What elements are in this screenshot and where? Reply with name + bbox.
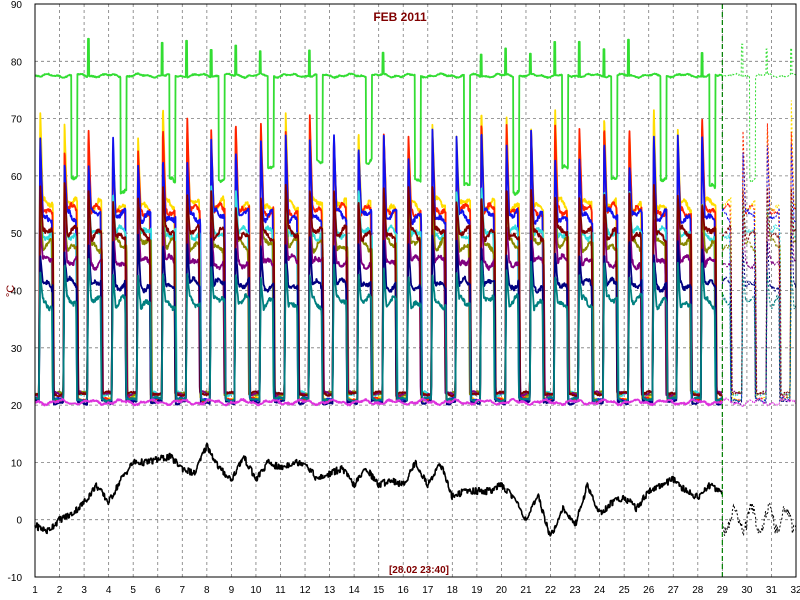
x-tick-label: 5 bbox=[130, 585, 136, 596]
x-tick-label: 30 bbox=[741, 585, 753, 596]
series-line bbox=[34, 182, 723, 398]
x-tick-label: 18 bbox=[447, 585, 459, 596]
forecast-line bbox=[721, 271, 797, 403]
x-tick-label: 25 bbox=[619, 585, 631, 596]
x-tick-label: 28 bbox=[692, 585, 704, 596]
x-tick-label: 21 bbox=[520, 585, 532, 596]
plot-area bbox=[34, 3, 797, 578]
timestamp-label: [28.02 23:40] bbox=[389, 565, 449, 576]
x-tick-label: 13 bbox=[324, 585, 336, 596]
series-line bbox=[34, 257, 723, 403]
chart-title: FEB 2011 bbox=[373, 10, 427, 24]
forecast-line bbox=[721, 123, 797, 402]
series-line bbox=[34, 37, 723, 196]
x-tick-label: 1 bbox=[32, 585, 38, 596]
forecast-line bbox=[721, 43, 797, 183]
x-tick-label: 15 bbox=[373, 585, 385, 596]
forecast-line bbox=[721, 187, 797, 397]
x-tick-label: 31 bbox=[766, 585, 778, 596]
x-tick-label: 17 bbox=[422, 585, 434, 596]
forecast-line bbox=[721, 397, 797, 407]
forecast-line bbox=[721, 233, 797, 406]
y-tick-label: 90 bbox=[11, 0, 23, 11]
series-line bbox=[34, 397, 723, 407]
series-lines bbox=[34, 37, 723, 537]
y-tick-label: 70 bbox=[11, 115, 23, 126]
x-tick-label: 32 bbox=[790, 585, 800, 596]
forecast-lines bbox=[721, 43, 797, 536]
x-tick-label: 7 bbox=[180, 585, 186, 596]
series-line bbox=[34, 442, 723, 537]
x-tick-label: 11 bbox=[275, 585, 286, 596]
x-tick-label: 26 bbox=[643, 585, 655, 596]
x-tick-label: 3 bbox=[81, 585, 87, 596]
x-tick-label: 8 bbox=[204, 585, 210, 596]
x-tick-label: 2 bbox=[57, 585, 63, 596]
x-tick-label: 6 bbox=[155, 585, 161, 596]
x-tick-label: 23 bbox=[570, 585, 582, 596]
x-tick-label: 27 bbox=[668, 585, 680, 596]
y-tick-label: 40 bbox=[11, 287, 23, 298]
plot-border bbox=[34, 3, 797, 578]
y-tick-label: 0 bbox=[16, 516, 22, 527]
x-tick-label: 20 bbox=[496, 585, 508, 596]
x-tick-label: 24 bbox=[594, 585, 606, 596]
y-tick-label: -10 bbox=[8, 573, 23, 584]
y-axis-unit: °C bbox=[5, 285, 17, 297]
x-tick-label: 10 bbox=[250, 585, 262, 596]
x-tick-label: 14 bbox=[349, 585, 361, 596]
y-tick-label: 20 bbox=[11, 401, 23, 412]
forecast-line bbox=[721, 207, 797, 397]
x-tick-label: 9 bbox=[229, 585, 235, 596]
forecast-line bbox=[721, 205, 797, 397]
x-tick-label: 19 bbox=[471, 585, 483, 596]
y-tick-label: 80 bbox=[11, 57, 23, 68]
y-tick-label: 60 bbox=[11, 172, 23, 183]
x-tick-label: 29 bbox=[717, 585, 729, 596]
x-axis: 1 2 3 4 5 6 7 8 9 10 11 12 13 14 15 16 17 18 19 20 21 22 23 24 2… bbox=[32, 585, 800, 596]
y-tick-label: 10 bbox=[11, 458, 23, 469]
x-tick-label: 12 bbox=[299, 585, 311, 596]
y-tick-label: 50 bbox=[11, 229, 23, 240]
y-tick-label: 30 bbox=[11, 344, 23, 355]
forecast-line bbox=[721, 501, 797, 536]
x-tick-label: 4 bbox=[106, 585, 112, 596]
x-tick-label: 16 bbox=[398, 585, 410, 596]
y-axis: -10 0 10 20 30 40 50 60 70 80 90 bbox=[8, 0, 23, 584]
x-tick-label: 22 bbox=[545, 585, 557, 596]
